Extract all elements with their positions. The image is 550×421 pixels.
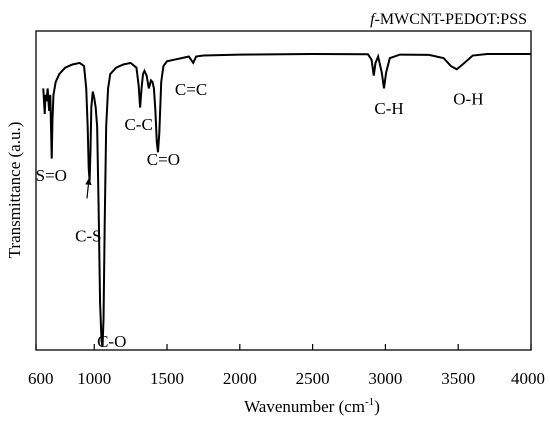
peak-label-s-o: S=O (36, 166, 67, 185)
peak-label-c-c: C=C (175, 80, 207, 99)
peak-label-c-o: C-O (97, 332, 126, 351)
peak-label-c-o: C=O (147, 150, 180, 169)
peak-label-c-h: C-H (374, 99, 403, 118)
peak-annotations: S=O C-S C-O C-C C=O C=C C-H O-H (36, 80, 484, 351)
x-axis-ticks (35, 344, 532, 350)
x-tick-label: 2000 (223, 369, 257, 388)
c-s-arrow-head (85, 177, 92, 186)
peak-label-o-h: O-H (453, 89, 483, 108)
x-tick-label: 1500 (150, 369, 184, 388)
x-tick-label: 1000 (77, 369, 111, 388)
peak-label-c-s: C-S (75, 227, 101, 246)
x-tick-label: 3000 (368, 369, 402, 388)
x-tick-label: 4000 (511, 369, 545, 388)
plot-area-frame (35, 30, 532, 351)
spectrum-series-line (42, 52, 531, 347)
peak-label-c-c: C-C (124, 115, 152, 134)
legend-label: f-MWCNT-PEDOT:PSS (370, 11, 527, 28)
x-tick-label: 2500 (296, 369, 330, 388)
x-tick-label: 600 (28, 369, 54, 388)
x-tick-label: 3500 (441, 369, 475, 388)
c-s-arrow-line (86, 184, 90, 199)
x-axis-title: Wavenumber (cm-1) (244, 396, 380, 416)
y-axis-title: Transmittance (a.u.) (5, 122, 24, 259)
x-axis-tick-labels: 600 1000 1500 2000 2500 3000 3500 4000 (28, 369, 545, 388)
